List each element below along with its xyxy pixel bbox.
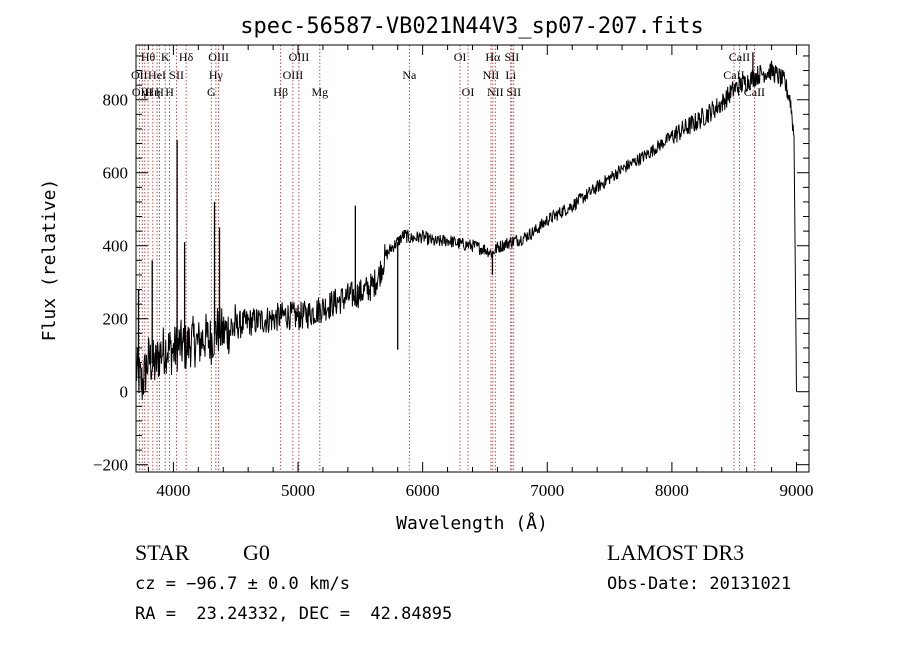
- line-label-27: CaII: [723, 68, 744, 82]
- ra-dec: RA = 23.24332, DEC = 42.84895: [135, 604, 453, 624]
- x-axis-label: Wavelength (Å): [396, 512, 548, 534]
- line-label-10: Hδ: [179, 50, 194, 64]
- line-label-29: CaII: [744, 85, 765, 99]
- line-label-22: Hα: [485, 50, 501, 64]
- y-tick-label-3: 400: [103, 237, 129, 256]
- line-label-20: OI: [462, 85, 475, 99]
- line-label-17: Mg: [311, 85, 328, 99]
- y-tick-label-2: 200: [103, 310, 129, 329]
- line-label-28: CaII: [729, 50, 750, 64]
- x-tick-label-5: 9000: [780, 481, 814, 500]
- line-label-24: Li: [505, 68, 516, 82]
- spectrum-line: [135, 60, 797, 401]
- y-tick-label-4: 600: [103, 164, 129, 183]
- line-label-16: OIII: [289, 50, 310, 64]
- emission-line-markers: [138, 45, 755, 472]
- x-axis: 4000 5000 6000 7000 8000 9000: [147, 45, 814, 500]
- line-label-23: NII: [487, 85, 504, 99]
- line-label-7: K: [161, 50, 170, 64]
- subclass: G0: [243, 540, 270, 565]
- survey-name: LAMOST DR3: [607, 540, 745, 565]
- y-tick-label-5: 800: [103, 91, 129, 110]
- y-tick-label-0: −200: [93, 456, 128, 475]
- line-label-8: H: [165, 85, 174, 99]
- line-label-4: Hη: [145, 85, 160, 99]
- line-label-6: H: [155, 85, 164, 99]
- x-tick-label-2: 6000: [406, 481, 440, 500]
- x-tick-label-0: 4000: [156, 481, 190, 500]
- x-tick-label-3: 7000: [530, 481, 564, 500]
- line-labels: OIIOIIIγHθHηHeIHKHSIIHδGHγOIIIHβOIIIOIII…: [131, 50, 765, 99]
- y-axis: −200 0 200 400 600 800: [93, 55, 809, 475]
- obs-date: Obs-Date: 20131021: [607, 574, 792, 594]
- line-label-9: SII: [169, 68, 184, 82]
- line-label-1: OIII: [132, 85, 153, 99]
- line-label-12: Hγ: [209, 68, 224, 82]
- plot-frame: [135, 44, 810, 473]
- y-axis-label: Flux (relative): [39, 179, 60, 342]
- line-label-21: NII: [483, 68, 500, 82]
- line-label-13: OIII: [208, 50, 229, 64]
- line-label-25: SII: [505, 50, 520, 64]
- line-label-14: Hβ: [273, 85, 288, 99]
- line-label-5: HeI: [148, 68, 166, 82]
- spectrum-series: [135, 60, 797, 401]
- line-label-2: γ: [141, 85, 148, 99]
- line-label-19: OI: [454, 50, 467, 64]
- line-label-0: OII: [131, 68, 148, 82]
- line-label-26: SII: [506, 85, 521, 99]
- chart-title: spec-56587-VB021N44V3_sp07-207.fits: [240, 14, 704, 39]
- line-label-3: Hθ: [141, 50, 156, 64]
- line-label-18: Na: [402, 68, 417, 82]
- line-label-15: OIII: [283, 68, 304, 82]
- x-tick-label-4: 8000: [655, 481, 689, 500]
- y-tick-label-1: 0: [120, 383, 129, 402]
- object-class: STAR: [135, 540, 190, 565]
- cz-value: cz = −96.7 ± 0.0 km/s: [135, 574, 350, 594]
- line-label-11: G: [207, 85, 216, 99]
- x-tick-label-1: 5000: [281, 481, 315, 500]
